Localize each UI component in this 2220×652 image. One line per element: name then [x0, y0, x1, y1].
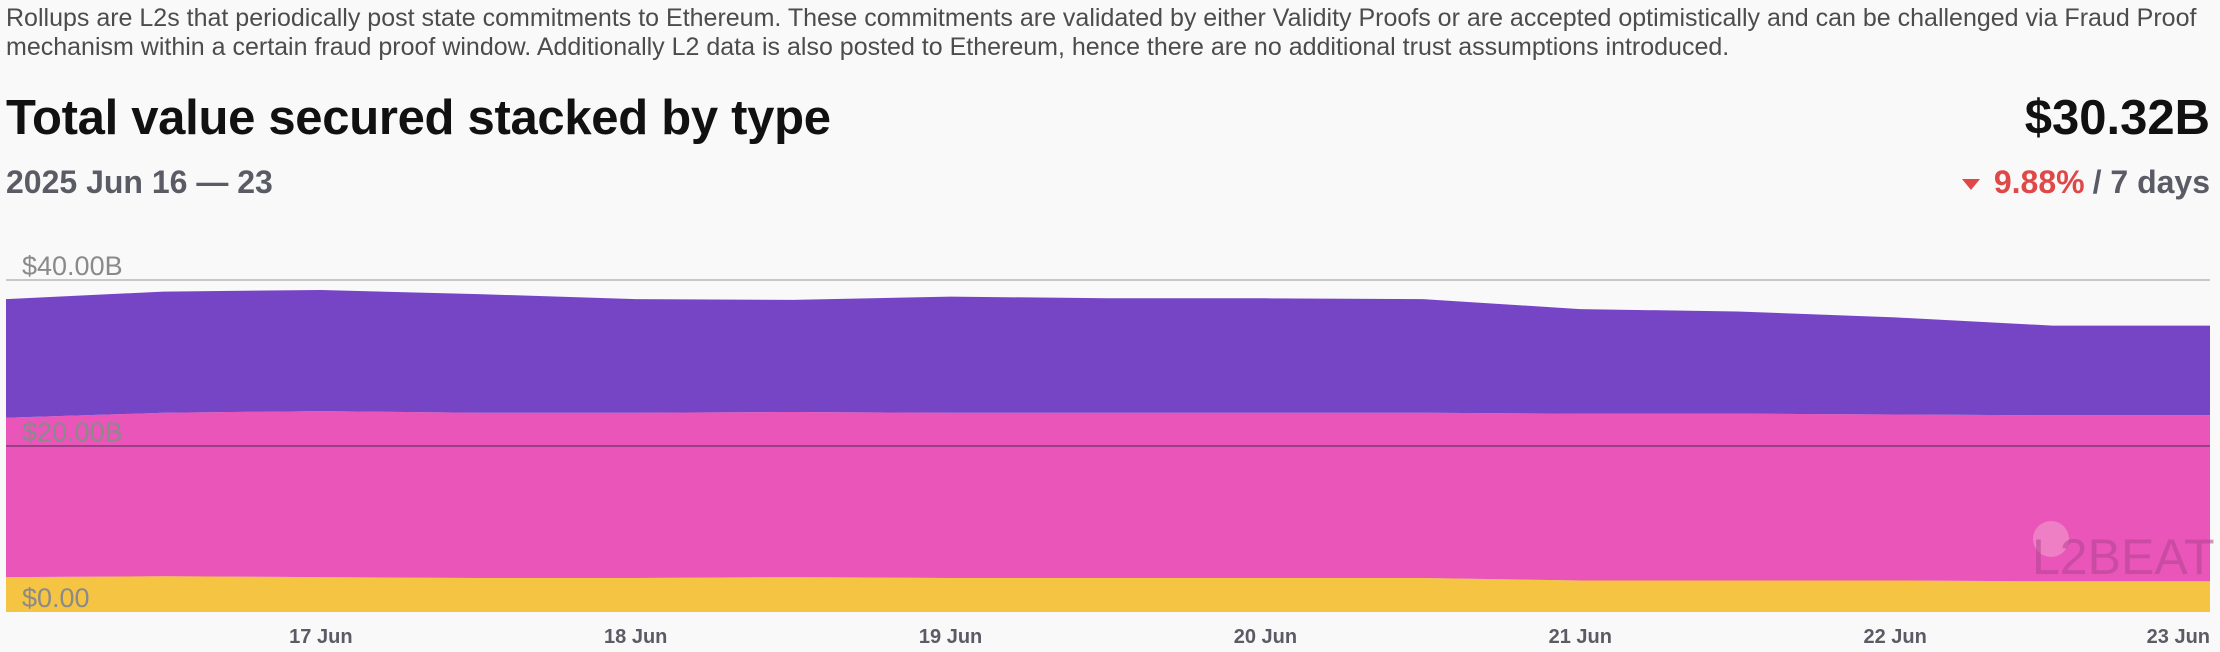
y-axis-ticks: $0.00 $20.00B $40.00B — [22, 251, 123, 613]
l2beat-watermark: L2BEAT — [2032, 521, 2215, 585]
watermark-logo: L2BEAT — [2032, 529, 2215, 585]
x-tick-label: 23 Jun — [2147, 626, 2210, 648]
x-tick-label: 19 Jun — [919, 626, 982, 648]
date-range: 2025 Jun 16 — 23 — [6, 164, 273, 200]
x-tick-label: 22 Jun — [1863, 626, 1926, 648]
tvs-area-chart[interactable]: $0.00 $20.00B $40.00B 17 Jun 18 Jun 19 Jun 20… — [0, 240, 2220, 652]
x-tick-label: 20 Jun — [1234, 626, 1297, 648]
chart-areas — [6, 290, 2210, 612]
x-tick-label: 17 Jun — [289, 626, 352, 648]
area-series-0[interactable] — [6, 576, 2210, 612]
change-indicator: 9.88% / 7 days — [1961, 164, 2210, 201]
area-series-1[interactable] — [6, 411, 2210, 582]
change-period: / 7 days — [2092, 164, 2210, 200]
y-tick-label: $0.00 — [22, 583, 90, 613]
chart-gridlines — [6, 279, 2210, 447]
description-text: Rollups are L2s that periodically post s… — [6, 4, 2197, 61]
area-series-2[interactable] — [6, 290, 2210, 418]
y-tick-label: $40.00B — [22, 251, 123, 281]
arrow-down-icon — [1961, 178, 1980, 190]
x-axis-ticks: 17 Jun 18 Jun 19 Jun 20 Jun 21 Jun 22 Jun 23 J… — [289, 626, 2210, 648]
watermark-heart-icon — [2033, 521, 2069, 557]
x-tick-label: 21 Jun — [1549, 626, 1612, 648]
total-value: $30.32B — [2024, 91, 2210, 145]
chart-title: Total value secured stacked by type — [6, 91, 831, 145]
y-tick-label: $20.00B — [22, 417, 123, 447]
x-tick-label: 18 Jun — [604, 626, 667, 648]
change-percent: 9.88% — [1993, 164, 2085, 200]
